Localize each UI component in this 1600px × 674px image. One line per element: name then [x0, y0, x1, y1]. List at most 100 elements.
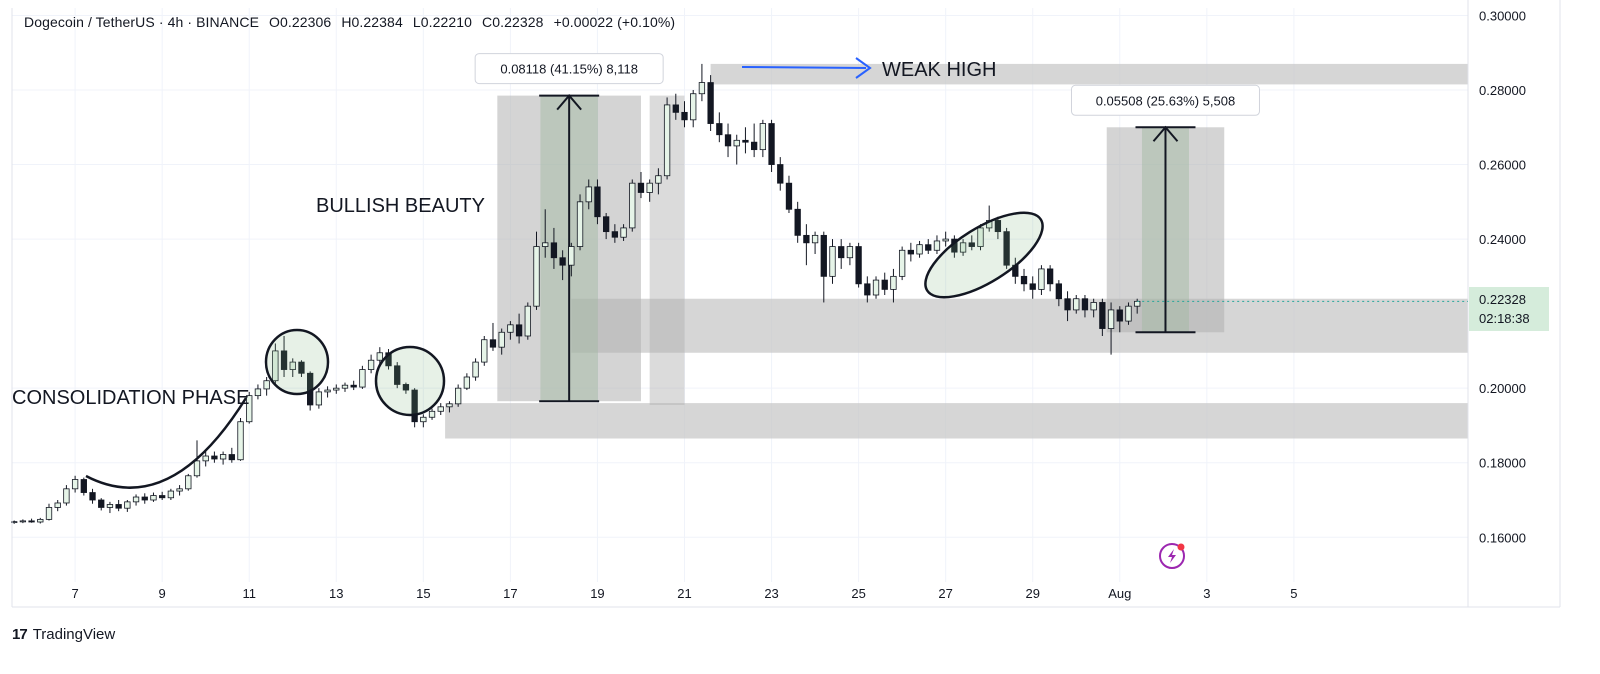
candle-down	[672, 104, 679, 113]
candle-down	[211, 455, 218, 460]
candle-up	[315, 391, 323, 406]
candle-up	[71, 479, 79, 490]
candle-up	[359, 369, 366, 388]
candle-up	[829, 246, 836, 277]
y-tick-label: 0.24000	[1479, 232, 1526, 247]
candle-up	[254, 388, 262, 397]
measure-label-box	[1070, 84, 1260, 116]
candle-down	[228, 454, 235, 461]
candle-down	[864, 283, 871, 296]
measure-arrow-head	[556, 94, 582, 111]
candle-down	[80, 479, 87, 493]
candle-up	[533, 246, 540, 307]
candle-up	[367, 359, 375, 370]
candle-up	[498, 331, 505, 348]
candle-down	[280, 350, 288, 370]
candle-up	[150, 495, 157, 501]
candle-up	[933, 240, 941, 251]
candle-down	[550, 242, 558, 259]
candle-up	[576, 201, 584, 247]
y-tick-label: 0.18000	[1479, 456, 1526, 471]
candle-down	[411, 389, 418, 423]
candle-up	[646, 182, 653, 193]
candle-up	[759, 123, 767, 151]
candle-up	[341, 384, 349, 389]
candle-down	[838, 246, 845, 259]
axes-layer: 0.30000 0.28000 0.26000 0.24000 0.20000 0.180…	[11, 0, 1561, 608]
candle-down	[907, 249, 914, 255]
measure-label: 0.05508 (25.63%) 5,508	[1096, 93, 1236, 108]
drawings-layer: WEAK HIGH BULLISH BEAUTY CONSOLIDATION P…	[12, 57, 1044, 489]
symbol-name[interactable]: Dogecoin / TetherUS · 4h · BINANCE	[24, 14, 260, 30]
x-tick-label: 11	[242, 586, 256, 601]
bar-countdown: 02:18:38	[1479, 311, 1530, 326]
candle-up	[846, 246, 854, 259]
x-tick-label: Aug	[1108, 586, 1131, 601]
candle-up	[63, 488, 70, 504]
candle-up	[585, 186, 592, 203]
candle-up	[663, 104, 671, 177]
candle-up	[655, 175, 662, 184]
candle-up	[455, 387, 462, 405]
alert-lightning-icon[interactable]	[1159, 543, 1185, 569]
candle-down	[402, 384, 410, 391]
x-tick-label: 25	[851, 586, 865, 601]
candle-up	[219, 454, 227, 460]
y-tick-label: 0.28000	[1479, 83, 1526, 98]
candle-down	[820, 234, 827, 277]
candle-up	[542, 242, 549, 247]
candle-down	[1020, 275, 1028, 285]
x-tick-label: 17	[503, 586, 517, 601]
candle-down	[489, 339, 497, 348]
highlight-circle-2	[374, 345, 446, 417]
candle-down	[515, 324, 523, 337]
y-tick-label: 0.30000	[1479, 8, 1526, 23]
consolidation-phase-label: CONSOLIDATION PHASE	[12, 387, 249, 409]
zones-layer	[445, 63, 1468, 439]
ohlc-close: C0.22328	[482, 14, 544, 30]
candle-up	[54, 502, 61, 508]
ohlc-open: O0.22306	[269, 14, 332, 30]
candle-down	[681, 111, 688, 121]
y-tick-label: 0.20000	[1479, 381, 1526, 396]
x-tick-label: 13	[329, 586, 343, 601]
candle-up	[629, 182, 636, 229]
candle-down	[794, 208, 801, 236]
candle-down	[1099, 302, 1106, 329]
candle-down	[1029, 283, 1036, 290]
candle-down	[742, 139, 749, 143]
price-badge: 0.22328 02:18:38	[1469, 287, 1549, 331]
candle-down	[115, 504, 122, 509]
candle-up	[185, 475, 192, 490]
candle-up	[733, 139, 740, 147]
measure-arrow-head	[1152, 125, 1179, 142]
brand-name: TradingView	[32, 626, 116, 643]
candle-down	[994, 220, 1002, 233]
candle-up	[1038, 268, 1045, 290]
candle-down	[1116, 309, 1123, 322]
candle-down	[768, 123, 775, 165]
candle-up	[1073, 298, 1080, 311]
candle-down	[724, 134, 732, 147]
weak-high-arrow-head	[855, 57, 872, 79]
ohlc-high: H0.22384	[341, 14, 403, 30]
candle-up	[333, 387, 340, 391]
y-tick-label: 0.16000	[1479, 530, 1526, 545]
candle-down	[98, 499, 105, 508]
candle-up	[620, 227, 627, 238]
candles-layer	[11, 63, 1141, 524]
candle-up	[263, 380, 270, 390]
candle-up	[289, 361, 296, 370]
candle-down	[1081, 298, 1089, 311]
brand[interactable]: 17 TradingView	[12, 626, 115, 643]
candle-up	[916, 244, 923, 255]
candle-up	[872, 279, 880, 296]
candle-up	[959, 242, 967, 253]
ohlc-low: L0.22210	[412, 14, 473, 30]
x-tick-label: 7	[71, 586, 78, 601]
candle-up	[481, 339, 488, 363]
candle-down	[803, 234, 810, 244]
measure-label-box	[474, 53, 664, 85]
